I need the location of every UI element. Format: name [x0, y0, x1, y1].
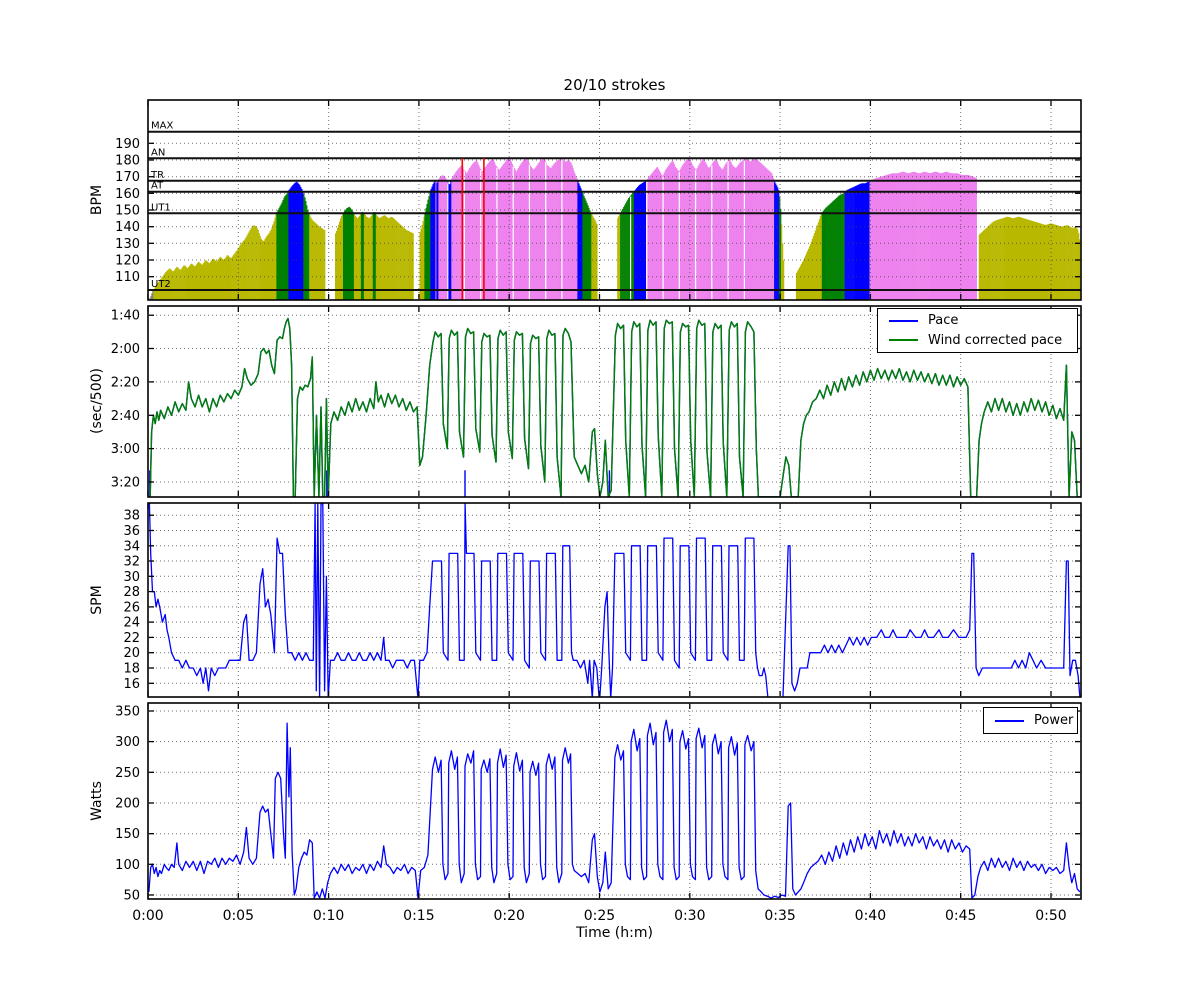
y-tick-label: 3:20 [111, 476, 140, 491]
y-tick-label: 18 [123, 662, 140, 677]
legend-label-wind-corrected-pace: Wind corrected pace [928, 332, 1063, 348]
y-tick-label: 180 [115, 154, 140, 169]
y-tick-label: 100 [115, 858, 140, 873]
x-tick-label: 0:10 [313, 908, 344, 924]
zone-label-at: AT [151, 181, 164, 192]
y-tick-label: 150 [115, 204, 140, 219]
y-tick-label: 160 [115, 187, 140, 202]
legend-label-pace: Pace [928, 313, 959, 329]
y-tick-label: 22 [123, 631, 140, 646]
zone-label-max: MAX [151, 121, 173, 132]
x-tick-label: 0:20 [493, 908, 524, 924]
y-tick-label: 2:20 [111, 375, 140, 390]
legend-power: Power [983, 707, 1078, 734]
y-tick-label: 200 [115, 797, 140, 812]
y-tick-label: 50 [123, 889, 140, 904]
ylabel-watts: Watts [89, 781, 105, 821]
ylabel-spm: SPM [89, 585, 105, 615]
pace-line-swatch [889, 319, 918, 322]
y-tick-label: 2:00 [111, 342, 140, 357]
y-tick-label: 16 [123, 677, 140, 692]
y-tick-label: 32 [123, 555, 140, 570]
y-tick-label: 34 [123, 539, 140, 554]
x-tick-label: 0:30 [674, 908, 705, 924]
chart-title: 20/10 strokes [563, 76, 666, 94]
y-tick-label: 300 [115, 735, 140, 750]
x-tick-label: 0:25 [584, 908, 615, 924]
y-tick-label: 28 [123, 585, 140, 600]
zone-label-an: AN [151, 147, 165, 158]
x-tick-label: 0:00 [132, 908, 163, 924]
hr-zone-fill [149, 158, 1081, 300]
zone-label-ut1: UT1 [151, 202, 171, 213]
y-tick-label: 38 [123, 509, 140, 524]
y-tick-label: 130 [115, 237, 140, 252]
legend-item-power: Power [984, 713, 1077, 728]
y-tick-label: 1:40 [111, 309, 140, 324]
y-tick-label: 30 [123, 570, 140, 585]
x-tick-label: 0:35 [764, 908, 795, 924]
legend-item-wind-corrected-pace: Wind corrected pace [878, 333, 1077, 348]
x-tick-label: 0:40 [855, 908, 886, 924]
x-tick-label: 0:15 [403, 908, 434, 924]
x-tick-label: 0:45 [945, 908, 976, 924]
x-tick-label: 0:50 [1035, 908, 1066, 924]
wind-corrected-pace-line [148, 317, 1080, 497]
power-line [148, 719, 1081, 899]
y-tick-label: 190 [115, 137, 140, 152]
y-tick-label: 170 [115, 170, 140, 185]
y-tick-label: 350 [115, 705, 140, 720]
y-tick-label: 3:00 [111, 442, 140, 457]
y-tick-label: 36 [123, 524, 140, 539]
legend-item-pace: Pace [878, 313, 1077, 328]
ylabel-pace: (sec/500) [89, 368, 105, 434]
y-tick-label: 250 [115, 766, 140, 781]
power-line-swatch [995, 719, 1024, 722]
legend-label-power: Power [1034, 713, 1074, 728]
y-tick-label: 24 [123, 616, 140, 631]
spm-line [148, 503, 1081, 697]
x-tick-label: 0:05 [223, 908, 254, 924]
y-tick-label: 140 [115, 220, 140, 235]
y-tick-label: 150 [115, 827, 140, 842]
wind-corrected-pace-line-swatch [889, 339, 918, 342]
y-tick-label: 120 [115, 254, 140, 269]
y-tick-label: 20 [123, 646, 140, 661]
y-tick-label: 2:40 [111, 409, 140, 424]
legend-pace: Pace Wind corrected pace [877, 308, 1078, 353]
xlabel: Time (h:m) [576, 925, 653, 941]
y-tick-label: 26 [123, 600, 140, 615]
zone-label-ut2: UT2 [151, 279, 171, 290]
ylabel-bpm: BPM [89, 184, 105, 216]
zone-label-tr: TR [150, 170, 164, 181]
y-tick-label: 110 [115, 270, 140, 285]
